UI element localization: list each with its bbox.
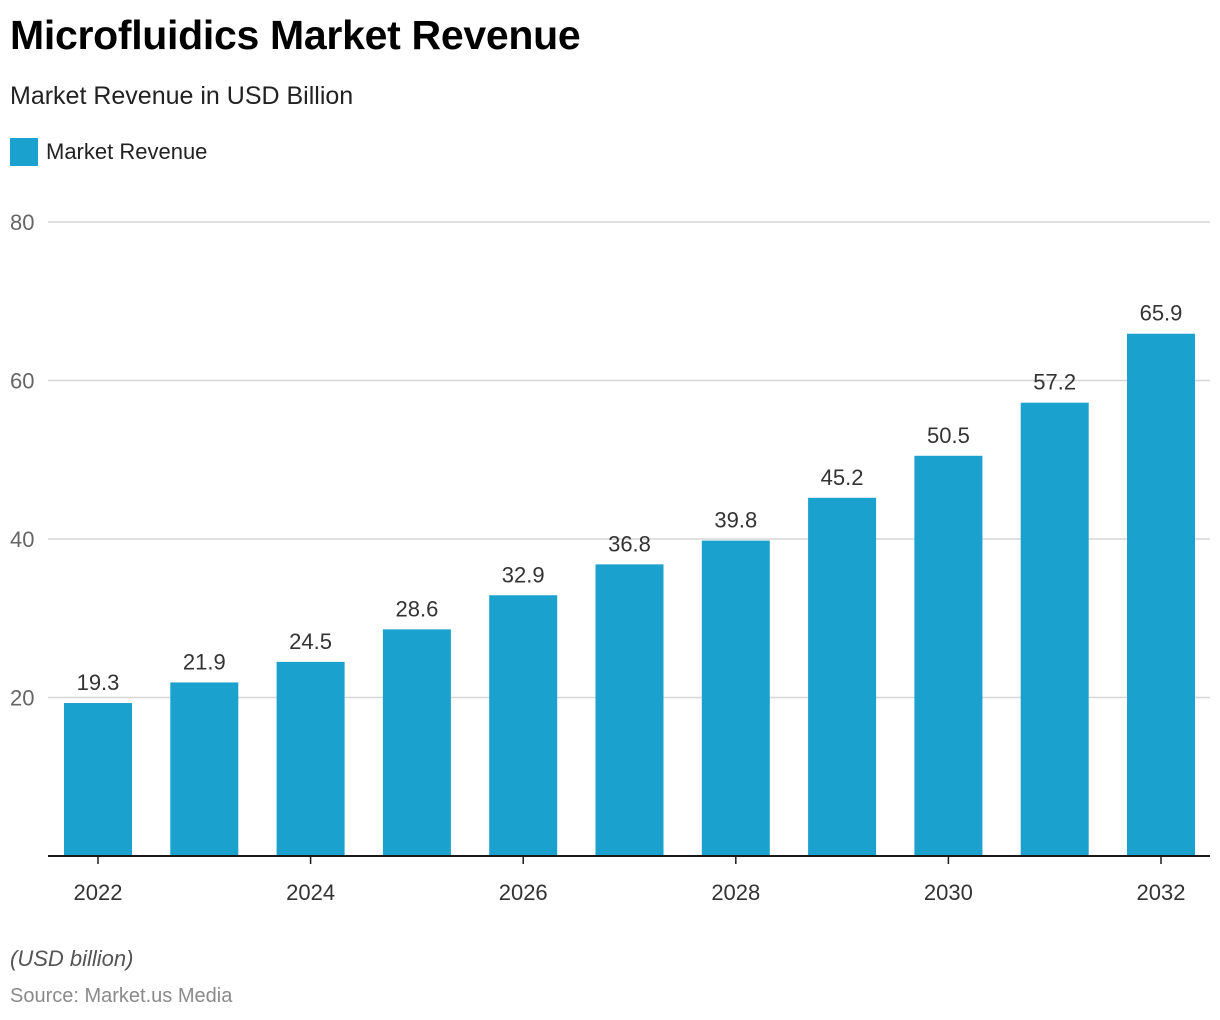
data-label: 28.6	[395, 596, 438, 621]
bar	[808, 497, 877, 856]
source-text: Source: Market.us Media	[10, 985, 233, 1007]
data-label: 65.9	[1140, 301, 1183, 326]
bar	[489, 595, 558, 856]
data-label: 19.3	[77, 670, 120, 695]
unit-note: (USD billion)	[10, 946, 134, 971]
data-label: 45.2	[821, 465, 864, 490]
chart-title: Microfluidics Market Revenue	[10, 12, 581, 58]
y-axis-ticks: 20 40 60 80	[10, 210, 34, 711]
x-tick-label: 2024	[286, 880, 335, 905]
y-tick-label: 40	[10, 527, 34, 552]
x-tick-label: 2032	[1137, 880, 1186, 905]
y-tick-label: 60	[10, 369, 34, 394]
data-label: 36.8	[608, 531, 651, 556]
data-label: 39.8	[714, 508, 757, 533]
bar	[64, 703, 132, 856]
bar	[1020, 402, 1089, 856]
data-label: 50.5	[927, 423, 970, 448]
x-axis-ticks: 2022 2024 2026 2028 2030 2032	[74, 856, 1186, 905]
y-tick-label: 20	[10, 686, 34, 711]
bar	[382, 629, 451, 856]
data-label: 21.9	[183, 649, 226, 674]
bar	[1127, 333, 1195, 856]
bar	[701, 540, 770, 856]
data-labels: 19.3 21.9 24.5 28.6 32.9 36.8 39.8 45.2 50.5 57.2…	[77, 301, 1183, 695]
x-tick-label: 2026	[499, 880, 548, 905]
x-tick-label: 2028	[711, 880, 760, 905]
data-label: 57.2	[1033, 370, 1076, 395]
legend-label: Market Revenue	[46, 139, 208, 164]
x-tick-label: 2022	[74, 880, 123, 905]
bar	[595, 564, 664, 856]
legend-swatch	[10, 138, 38, 166]
data-label: 32.9	[502, 562, 545, 587]
data-label: 24.5	[289, 629, 332, 654]
chart-subtitle: Market Revenue in USD Billion	[10, 82, 354, 110]
y-tick-label: 80	[10, 210, 34, 235]
bar	[170, 682, 239, 856]
bar	[914, 455, 983, 856]
legend: Market Revenue	[10, 138, 207, 166]
bar	[276, 661, 345, 856]
x-tick-label: 2030	[924, 880, 973, 905]
bars	[64, 333, 1195, 856]
